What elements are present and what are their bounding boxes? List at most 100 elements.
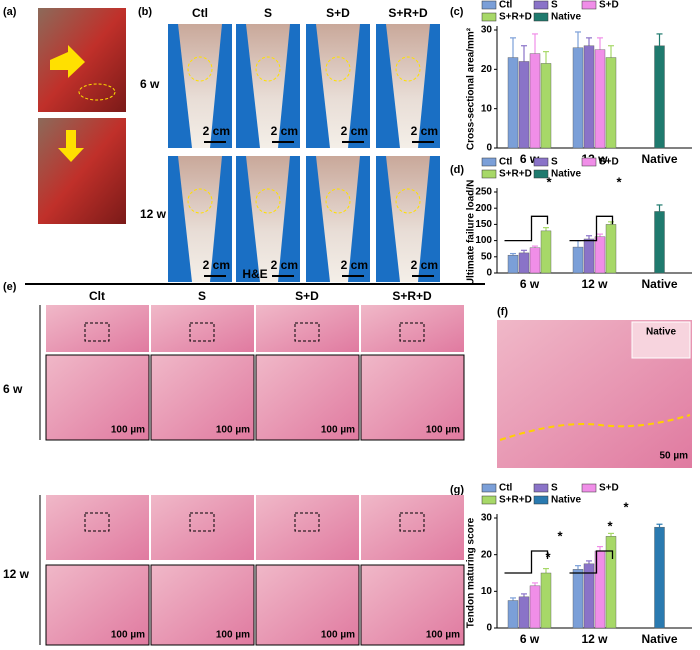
y-tick-label: 30 <box>481 513 493 524</box>
he-low <box>256 305 359 352</box>
bar <box>507 254 519 274</box>
column-label: Clt <box>89 289 105 303</box>
surgery-photo <box>38 118 126 224</box>
scale-label: 100 µm <box>216 425 250 436</box>
y-tick-label: 0 <box>486 268 492 279</box>
y-tick-label: 200 <box>475 203 492 214</box>
bar <box>605 224 617 274</box>
bar <box>518 252 530 274</box>
circle-mark <box>255 188 281 214</box>
bar <box>507 600 519 629</box>
tendon <box>178 156 222 282</box>
scale-label: 50 µm <box>659 451 688 462</box>
zoom-box <box>399 512 425 532</box>
scale-label: 2 cm <box>203 258 230 272</box>
he-high <box>255 564 360 646</box>
photo-panels <box>38 8 126 224</box>
title: H&E <box>242 267 267 281</box>
bar <box>654 45 665 149</box>
legend-label: S+R+D <box>499 169 532 180</box>
he-high <box>150 564 255 646</box>
column-label: S+R+D <box>392 289 432 303</box>
bar <box>572 246 584 274</box>
legend-label: S <box>551 157 558 168</box>
legend-label: Native <box>551 12 581 23</box>
column-label: S <box>198 289 206 303</box>
tendon <box>178 24 222 148</box>
y-axis-label: Ultimate failure load/N <box>466 180 477 286</box>
legend-label: S+R+D <box>499 495 532 506</box>
bar <box>583 238 595 274</box>
significance: * <box>545 549 551 564</box>
bar <box>594 49 606 149</box>
scale-label: 100 µm <box>426 425 460 436</box>
he-low <box>46 305 149 352</box>
legend-label: Ctl <box>499 483 513 494</box>
y-axis-label: Cross-sectional area/mm² <box>466 27 477 150</box>
circle-mark <box>325 188 351 214</box>
legend-swatch <box>533 483 549 493</box>
zoom-box <box>84 512 110 532</box>
y-tick-label: 10 <box>481 586 493 597</box>
row-label: 6 w <box>140 77 160 91</box>
bar <box>540 230 552 274</box>
scale-label: 100 µm <box>111 425 145 436</box>
zoom-box <box>84 322 110 342</box>
y-tick-label: 30 <box>481 25 493 36</box>
tendon <box>386 156 430 282</box>
he-low <box>361 495 464 560</box>
bar <box>583 45 595 149</box>
x-tick-label: Native <box>641 632 677 646</box>
zoom-box <box>294 512 320 532</box>
legend-label: S+D <box>599 0 619 11</box>
y-tick-label: 20 <box>481 549 493 560</box>
bar <box>518 596 530 629</box>
he-low <box>46 495 149 560</box>
bar <box>654 526 665 629</box>
bar <box>529 247 541 274</box>
legend-swatch <box>481 483 497 493</box>
scale-label: 2 cm <box>411 124 438 138</box>
bar <box>594 236 606 274</box>
x-tick-label: Native <box>641 152 677 166</box>
bar <box>605 536 617 629</box>
x-tick-label: 12 w <box>581 632 608 646</box>
column-label: S+D <box>326 6 350 20</box>
zoom-box <box>189 322 215 342</box>
circle-mark <box>187 56 213 82</box>
y-axis-label: Tendon maturing score <box>466 517 477 628</box>
legend-swatch <box>481 169 497 179</box>
he-high <box>255 354 360 441</box>
inset <box>631 321 691 359</box>
scale-label: 100 µm <box>321 630 355 641</box>
legend-label: Ctl <box>499 0 513 11</box>
scale-label: 2 cm <box>271 258 298 272</box>
arrow <box>50 45 85 78</box>
y-tick-label: 0 <box>486 143 492 154</box>
scale-label: 100 µm <box>111 630 145 641</box>
legend-swatch <box>481 0 497 10</box>
y-tick-label: 100 <box>475 235 492 246</box>
legend-label: S+D <box>599 483 619 494</box>
panel-label: (b) <box>138 6 152 18</box>
he-high <box>360 564 465 646</box>
circle-mark <box>395 188 421 214</box>
scale-label: 2 cm <box>411 258 438 272</box>
legend-label: Native <box>551 169 581 180</box>
tendon <box>386 24 430 148</box>
row-label: 12 w <box>3 567 30 581</box>
bar <box>572 47 584 149</box>
bar <box>654 211 665 274</box>
legend-swatch <box>533 0 549 10</box>
significance-bracket <box>504 215 549 242</box>
circle-mark <box>395 56 421 82</box>
significance-bracket <box>569 215 614 242</box>
bar <box>540 572 552 629</box>
panel-label: (e) <box>3 281 17 293</box>
legend-swatch <box>581 0 597 10</box>
legend-swatch <box>481 495 497 505</box>
significance-bracket <box>504 550 549 574</box>
column-label: S+R+D <box>388 6 428 20</box>
x-tick-label: 6 w <box>520 632 540 646</box>
